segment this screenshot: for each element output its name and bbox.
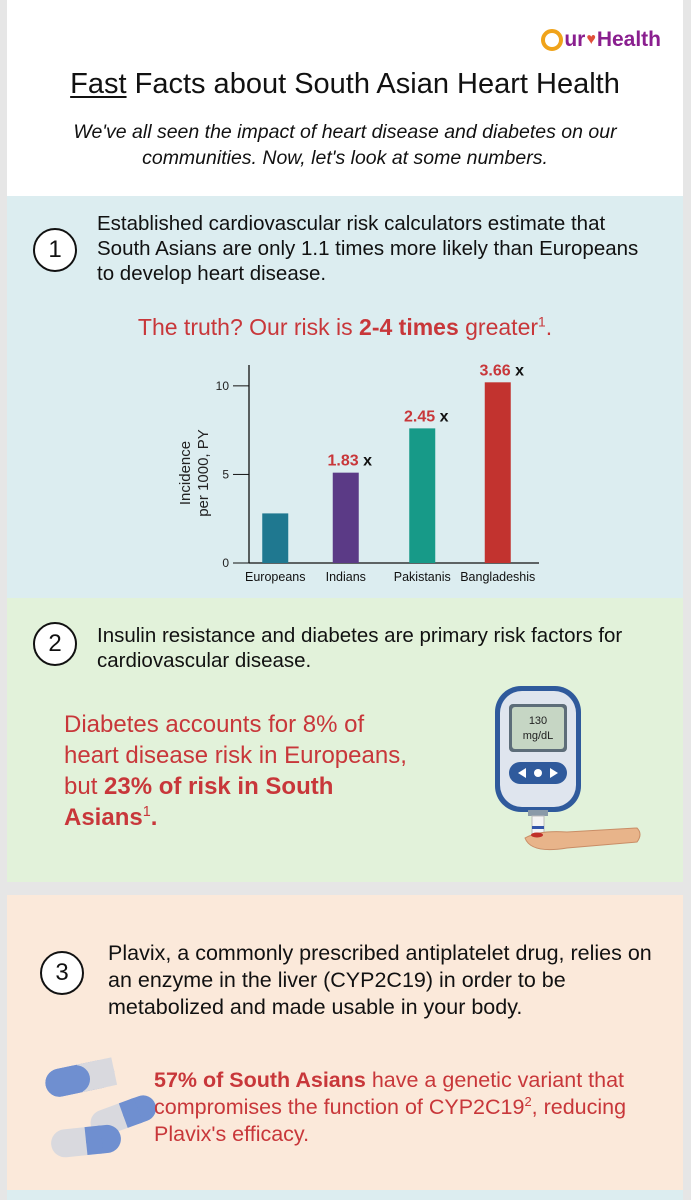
bar-pakistanis bbox=[409, 428, 436, 563]
heart-icon: ♥ bbox=[586, 31, 596, 48]
logo-o bbox=[541, 29, 564, 51]
section-4-top bbox=[7, 1190, 683, 1200]
title-rest: Facts about South Asian Heart Health bbox=[126, 68, 620, 100]
data-label: 2.45 x bbox=[404, 408, 449, 425]
section-1-highlight: The truth? Our risk is 2-4 times greater… bbox=[7, 314, 683, 341]
highlight-bold: 23% of risk in South Asians bbox=[64, 773, 334, 831]
y-tick-label: 5 bbox=[222, 467, 229, 481]
highlight-pre: The truth? Our risk is bbox=[137, 314, 360, 340]
logo-health: Health bbox=[596, 28, 661, 51]
incidence-bar-chart: Incidence per 1000, PY 0 5 10 Europeans Indi… bbox=[177, 362, 539, 584]
citation-2: 2 bbox=[524, 1093, 532, 1109]
section-3-highlight: 57% of South Asians have a genetic varia… bbox=[154, 1067, 664, 1148]
y-tick-label: 0 bbox=[222, 556, 229, 570]
data-label: 1.83 x bbox=[328, 453, 373, 470]
section-1: 1 Established cardiovascular risk calcul… bbox=[7, 196, 683, 598]
section-3-text: Plavix, a commonly prescribed antiplatel… bbox=[108, 941, 652, 1019]
section-1-text: Established cardiovascular risk calculat… bbox=[97, 212, 639, 285]
section-2-number: 2 bbox=[33, 622, 77, 666]
section-3-number: 3 bbox=[40, 951, 84, 995]
logo-ur: ur bbox=[564, 28, 586, 51]
highlight-end: . bbox=[545, 314, 553, 340]
section-3: 3 Plavix, a commonly prescribed antiplat… bbox=[7, 895, 683, 1190]
header: ur ♥ Health Fast Facts about South Asian H… bbox=[7, 0, 683, 196]
y-axis-label-line1: Incidence bbox=[177, 441, 194, 505]
glucose-meter-icon: 130 mg/dL bbox=[495, 686, 641, 851]
x-tick-label: Bangladeshis bbox=[460, 570, 535, 584]
section-1-number: 1 bbox=[33, 228, 77, 272]
y-tick-label: 10 bbox=[216, 379, 230, 393]
section-2: 2 Insulin resistance and diabetes are pr… bbox=[7, 598, 683, 882]
y-axis-label-line2: per 1000, PY bbox=[195, 429, 212, 517]
highlight-bold: 57% of South Asians bbox=[154, 1068, 366, 1092]
page-subtitle: We've all seen the impact of heart disea… bbox=[73, 121, 617, 169]
bar-bangladeshis bbox=[484, 382, 511, 563]
meter-unit: mg/dL bbox=[523, 730, 554, 742]
section-2-highlight: Diabetes accounts for 8% of heart diseas… bbox=[64, 709, 424, 833]
citation-1: 1 bbox=[142, 804, 151, 820]
page-title: Fast Facts about South Asian Heart Healt… bbox=[7, 68, 683, 101]
highlight-post: greater bbox=[458, 314, 539, 340]
highlight-pre: Diabetes accounts for 8% of heart diseas… bbox=[64, 711, 407, 800]
title-underlined: Fast bbox=[70, 68, 127, 100]
ourhealth-logo: ur ♥ Health bbox=[541, 28, 661, 52]
bar-indians bbox=[332, 472, 359, 563]
meter-value: 130 bbox=[529, 715, 547, 727]
highlight-mid: have a genetic variant that compromises … bbox=[154, 1068, 625, 1119]
data-label: 3.66 x bbox=[480, 362, 525, 379]
highlight-end: , reducing Plavix's efficacy. bbox=[154, 1095, 627, 1146]
infographic-page: ur ♥ Health Fast Facts about South Asian H… bbox=[7, 0, 683, 1200]
citation-1: 1 bbox=[538, 314, 546, 330]
section-2-text: Insulin resistance and diabetes are prim… bbox=[97, 624, 623, 672]
x-tick-label: Pakistanis bbox=[394, 570, 451, 584]
bar-europeans bbox=[262, 513, 289, 563]
highlight-bold: 2-4 times bbox=[359, 314, 459, 340]
highlight-end: . bbox=[150, 804, 158, 831]
pills-icon bbox=[45, 1057, 157, 1158]
x-tick-label: Europeans bbox=[245, 570, 305, 584]
x-tick-label: Indians bbox=[326, 570, 366, 584]
